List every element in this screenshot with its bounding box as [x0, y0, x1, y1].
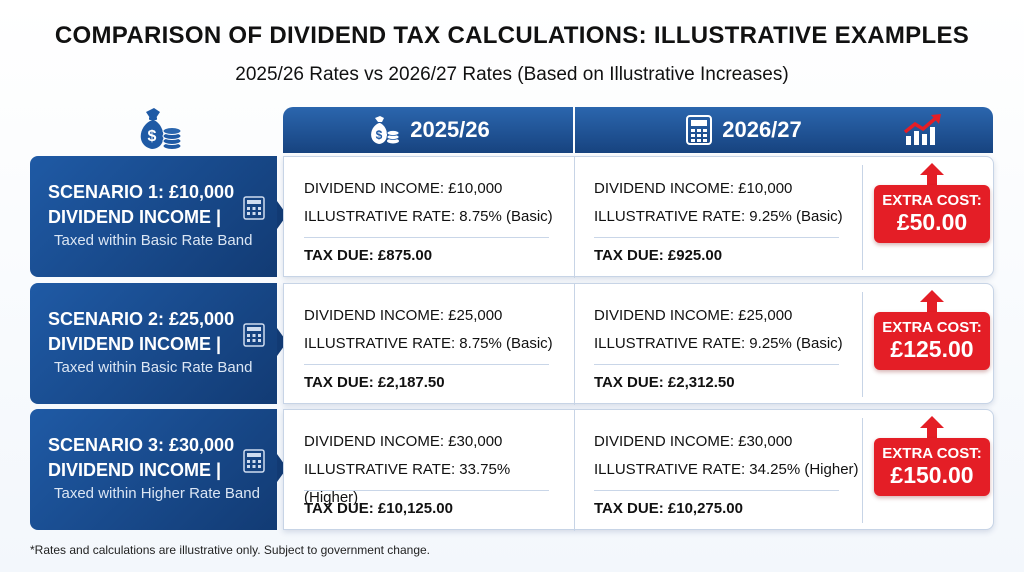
dividend-income: DIVIDEND INCOME: £30,000 [594, 433, 793, 450]
scenario-row-3: SCENARIO 3: £30,000 DIVIDEND INCOME | Ta… [30, 409, 994, 531]
arrow-up-icon [920, 290, 944, 314]
scenario-row-1: SCENARIO 1: £10,000 DIVIDEND INCOME | Ta… [30, 156, 994, 278]
divider [594, 364, 839, 365]
footnote: *Rates and calculations are illustrative… [30, 543, 431, 557]
column-header-2025-26: $ 2025/26 [283, 107, 573, 153]
extra-cost-value: £150.00 [890, 462, 974, 488]
page-subtitle: 2025/26 Rates vs 2026/27 Rates (Based on… [235, 64, 789, 85]
cell-2025-26: DIVIDEND INCOME: £30,000 ILLUSTRATIVE RA… [304, 410, 564, 531]
cell-2025-26: DIVIDEND INCOME: £25,000 ILLUSTRATIVE RA… [304, 284, 564, 405]
column-divider [574, 410, 575, 531]
scenario-title: SCENARIO 3: £30,000 DIVIDEND INCOME | [48, 435, 235, 480]
tax-due: TAX DUE: £10,275.00 [594, 500, 743, 517]
row-pointer [277, 328, 287, 356]
comparison-panel: DIVIDEND INCOME: £30,000 ILLUSTRATIVE RA… [283, 409, 994, 531]
column-divider [574, 157, 575, 278]
scenario-title: SCENARIO 1: £10,000 DIVIDEND INCOME | [48, 182, 235, 227]
divider [304, 237, 549, 238]
money-bag-coins-icon: $ [132, 106, 184, 152]
row-pointer [277, 454, 287, 482]
illustrative-rate: ILLUSTRATIVE RATE: 34.25% (Higher) [594, 461, 859, 478]
calculator-icon [243, 449, 265, 478]
calculator-icon [243, 323, 265, 352]
trend-up-chart-icon [903, 114, 943, 146]
cell-2026-27: DIVIDEND INCOME: £10,000 ILLUSTRATIVE RA… [594, 157, 859, 278]
dividend-income: DIVIDEND INCOME: £10,000 [304, 180, 503, 197]
tax-due: TAX DUE: £10,125.00 [304, 500, 453, 517]
money-bag-icon: $ [366, 115, 400, 145]
comparison-panel: DIVIDEND INCOME: £25,000 ILLUSTRATIVE RA… [283, 283, 994, 405]
scenario-label-block: SCENARIO 3: £30,000 DIVIDEND INCOME | Ta… [30, 409, 277, 530]
scenario-title: SCENARIO 2: £25,000 DIVIDEND INCOME | [48, 309, 235, 354]
illustrative-rate: ILLUSTRATIVE RATE: 9.25% (Basic) [594, 335, 843, 352]
cell-2025-26: DIVIDEND INCOME: £10,000 ILLUSTRATIVE RA… [304, 157, 564, 278]
calculator-icon [243, 196, 265, 225]
cell-2026-27: DIVIDEND INCOME: £30,000 ILLUSTRATIVE RA… [594, 410, 859, 531]
column-divider [862, 292, 863, 397]
column-divider [574, 284, 575, 405]
dividend-income: DIVIDEND INCOME: £25,000 [594, 307, 793, 324]
extra-cost-badge: EXTRA COST: £50.00 [874, 185, 990, 243]
tax-due: TAX DUE: £925.00 [594, 247, 723, 264]
cell-2026-27: DIVIDEND INCOME: £25,000 ILLUSTRATIVE RA… [594, 284, 859, 405]
illustrative-rate: ILLUSTRATIVE RATE: 8.75% (Basic) [304, 335, 553, 352]
divider [304, 364, 549, 365]
column-label-2026-27: 2026/27 [722, 117, 802, 142]
scenario-label-block: SCENARIO 1: £10,000 DIVIDEND INCOME | Ta… [30, 156, 277, 277]
scenario-subtitle: Taxed within Basic Rate Band [54, 359, 253, 376]
scenario-subtitle: Taxed within Higher Rate Band [54, 485, 260, 502]
extra-cost-badge: EXTRA COST: £150.00 [874, 438, 990, 496]
dividend-income: DIVIDEND INCOME: £10,000 [594, 180, 793, 197]
dividend-income: DIVIDEND INCOME: £25,000 [304, 307, 503, 324]
column-divider [862, 165, 863, 270]
dividend-income: DIVIDEND INCOME: £30,000 [304, 433, 503, 450]
extra-cost-label: EXTRA COST: [882, 319, 982, 336]
column-header-2026-27: 2026/27 [575, 107, 993, 153]
scenario-subtitle: Taxed within Basic Rate Band [54, 232, 253, 249]
extra-cost-label: EXTRA COST: [882, 445, 982, 462]
divider [594, 237, 839, 238]
extra-cost-badge: EXTRA COST: £125.00 [874, 312, 990, 370]
scenario-label-block: SCENARIO 2: £25,000 DIVIDEND INCOME | Ta… [30, 283, 277, 404]
tax-due: TAX DUE: £2,187.50 [304, 374, 445, 391]
illustrative-rate: ILLUSTRATIVE RATE: 33.75% (Higher) [304, 461, 511, 506]
scenario-row-2: SCENARIO 2: £25,000 DIVIDEND INCOME | Ta… [30, 283, 994, 405]
svg-text:$: $ [376, 128, 383, 142]
divider [594, 490, 839, 491]
extra-cost-value: £50.00 [896, 209, 968, 235]
extra-cost-value: £125.00 [890, 336, 974, 362]
comparison-panel: DIVIDEND INCOME: £10,000 ILLUSTRATIVE RA… [283, 156, 994, 278]
divider [304, 490, 549, 491]
svg-text:$: $ [148, 128, 157, 145]
extra-cost-label: EXTRA COST: [882, 192, 982, 209]
arrow-up-icon [920, 416, 944, 440]
tax-due: TAX DUE: £2,312.50 [594, 374, 735, 391]
tax-due: TAX DUE: £875.00 [304, 247, 433, 264]
page-title: COMPARISON OF DIVIDEND TAX CALCULATIONS:… [54, 22, 970, 49]
illustrative-rate: ILLUSTRATIVE RATE: 9.25% (Basic) [594, 208, 843, 225]
row-pointer [277, 201, 287, 229]
column-label-2025-26: 2025/26 [410, 117, 490, 142]
illustrative-rate: ILLUSTRATIVE RATE: 8.75% (Basic) [304, 208, 553, 225]
arrow-up-icon [920, 163, 944, 187]
calculator-icon [686, 115, 713, 145]
column-divider [862, 418, 863, 523]
